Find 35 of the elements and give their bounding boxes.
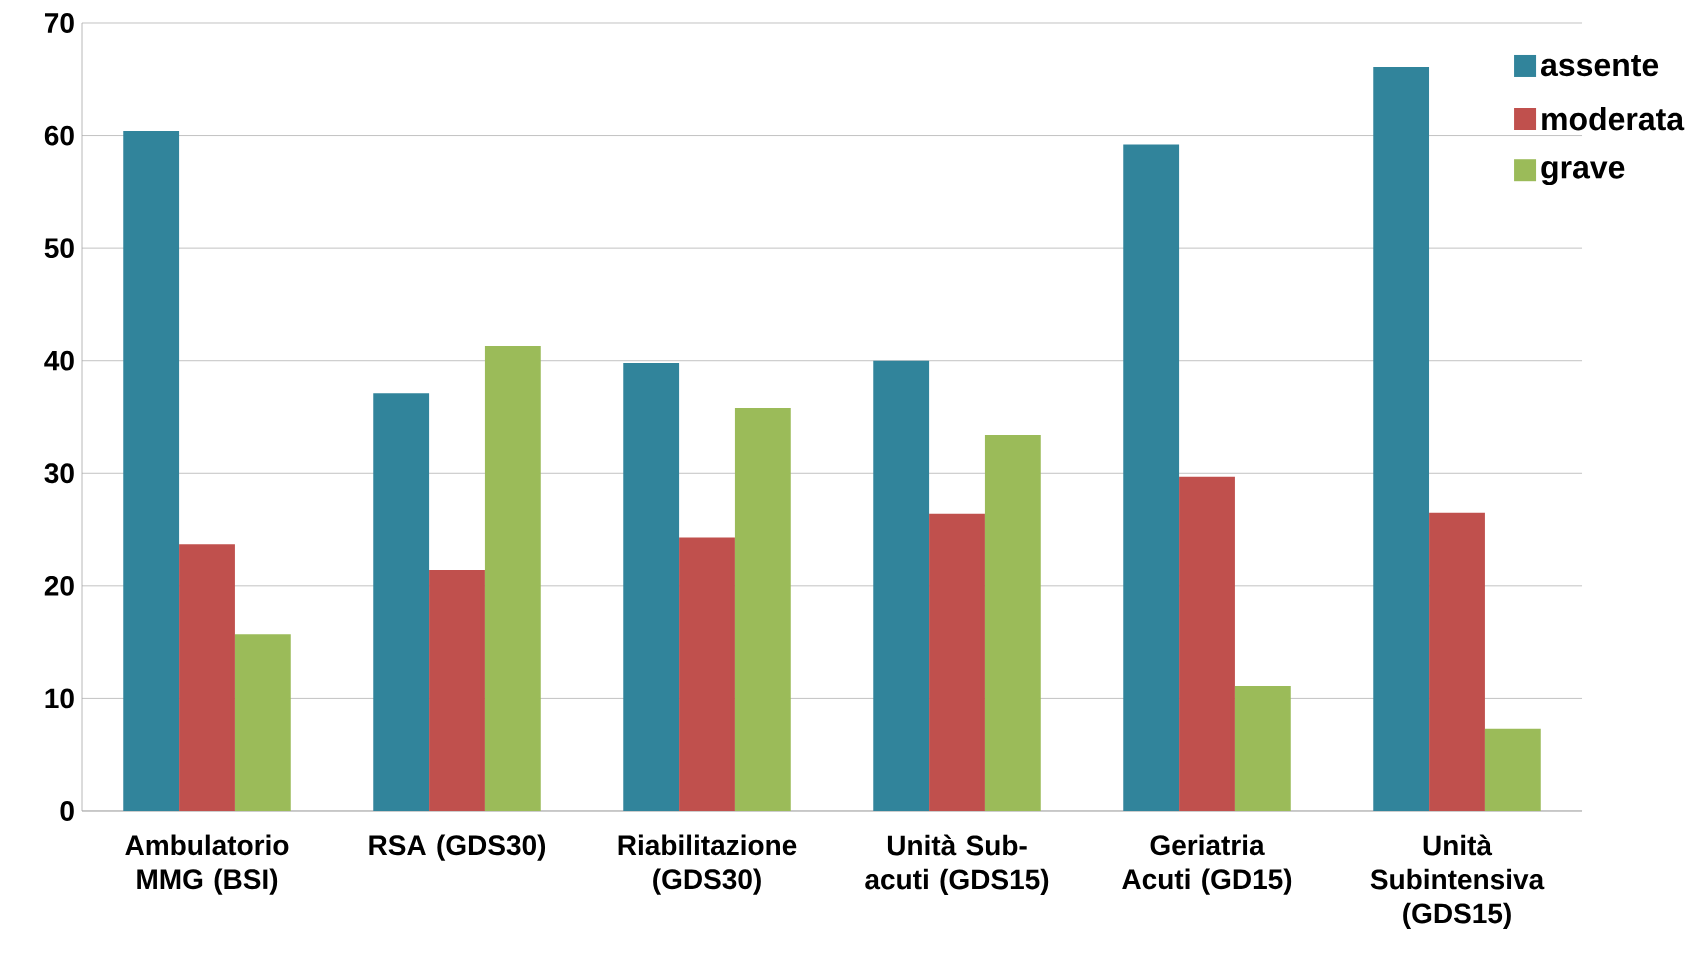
x-tick-label: Riabilitazione (GDS30): [618, 834, 797, 895]
bar: [734, 407, 791, 811]
legend-label: grave: [1541, 161, 1625, 186]
bar: [984, 435, 1041, 811]
y-tick-label: 70: [44, 13, 74, 33]
y-tick-label: 60: [44, 125, 74, 146]
y-tick-label: 10: [45, 688, 74, 709]
legend-label: moderata: [1542, 106, 1685, 131]
x-tick-label: Geriatria Acuti (GD15): [1122, 834, 1292, 895]
x-tick-label: Ambulatorio MMG (BSI): [125, 834, 289, 895]
bar: [234, 634, 291, 811]
bar: [929, 513, 985, 811]
bar: [123, 131, 180, 811]
bar: [1123, 144, 1180, 811]
bar: [1234, 686, 1291, 811]
bar: [873, 360, 930, 811]
y-tick-label: 30: [44, 463, 74, 484]
bar: [179, 544, 235, 811]
bar: [484, 346, 541, 811]
y-tick-label: 0: [60, 801, 74, 821]
y-tick-label: 20: [44, 575, 74, 596]
legend-label: assente: [1541, 55, 1659, 77]
x-tick-label: Unità Sub-acuti (GDS15): [865, 834, 1049, 895]
bar: [1429, 512, 1485, 811]
bar: [623, 362, 680, 811]
bar: [373, 393, 430, 811]
x-tick-label: Unità Subintensiva (GDS15): [1370, 834, 1545, 929]
y-tick-label: 40: [44, 350, 74, 371]
y-tick-label: 50: [44, 238, 74, 259]
bar: [1484, 728, 1541, 811]
bar: [679, 537, 735, 811]
bar: [1179, 476, 1235, 811]
bar: [429, 570, 485, 811]
x-tick-label: RSA (GDS30): [369, 834, 546, 861]
bar: [1373, 66, 1430, 811]
